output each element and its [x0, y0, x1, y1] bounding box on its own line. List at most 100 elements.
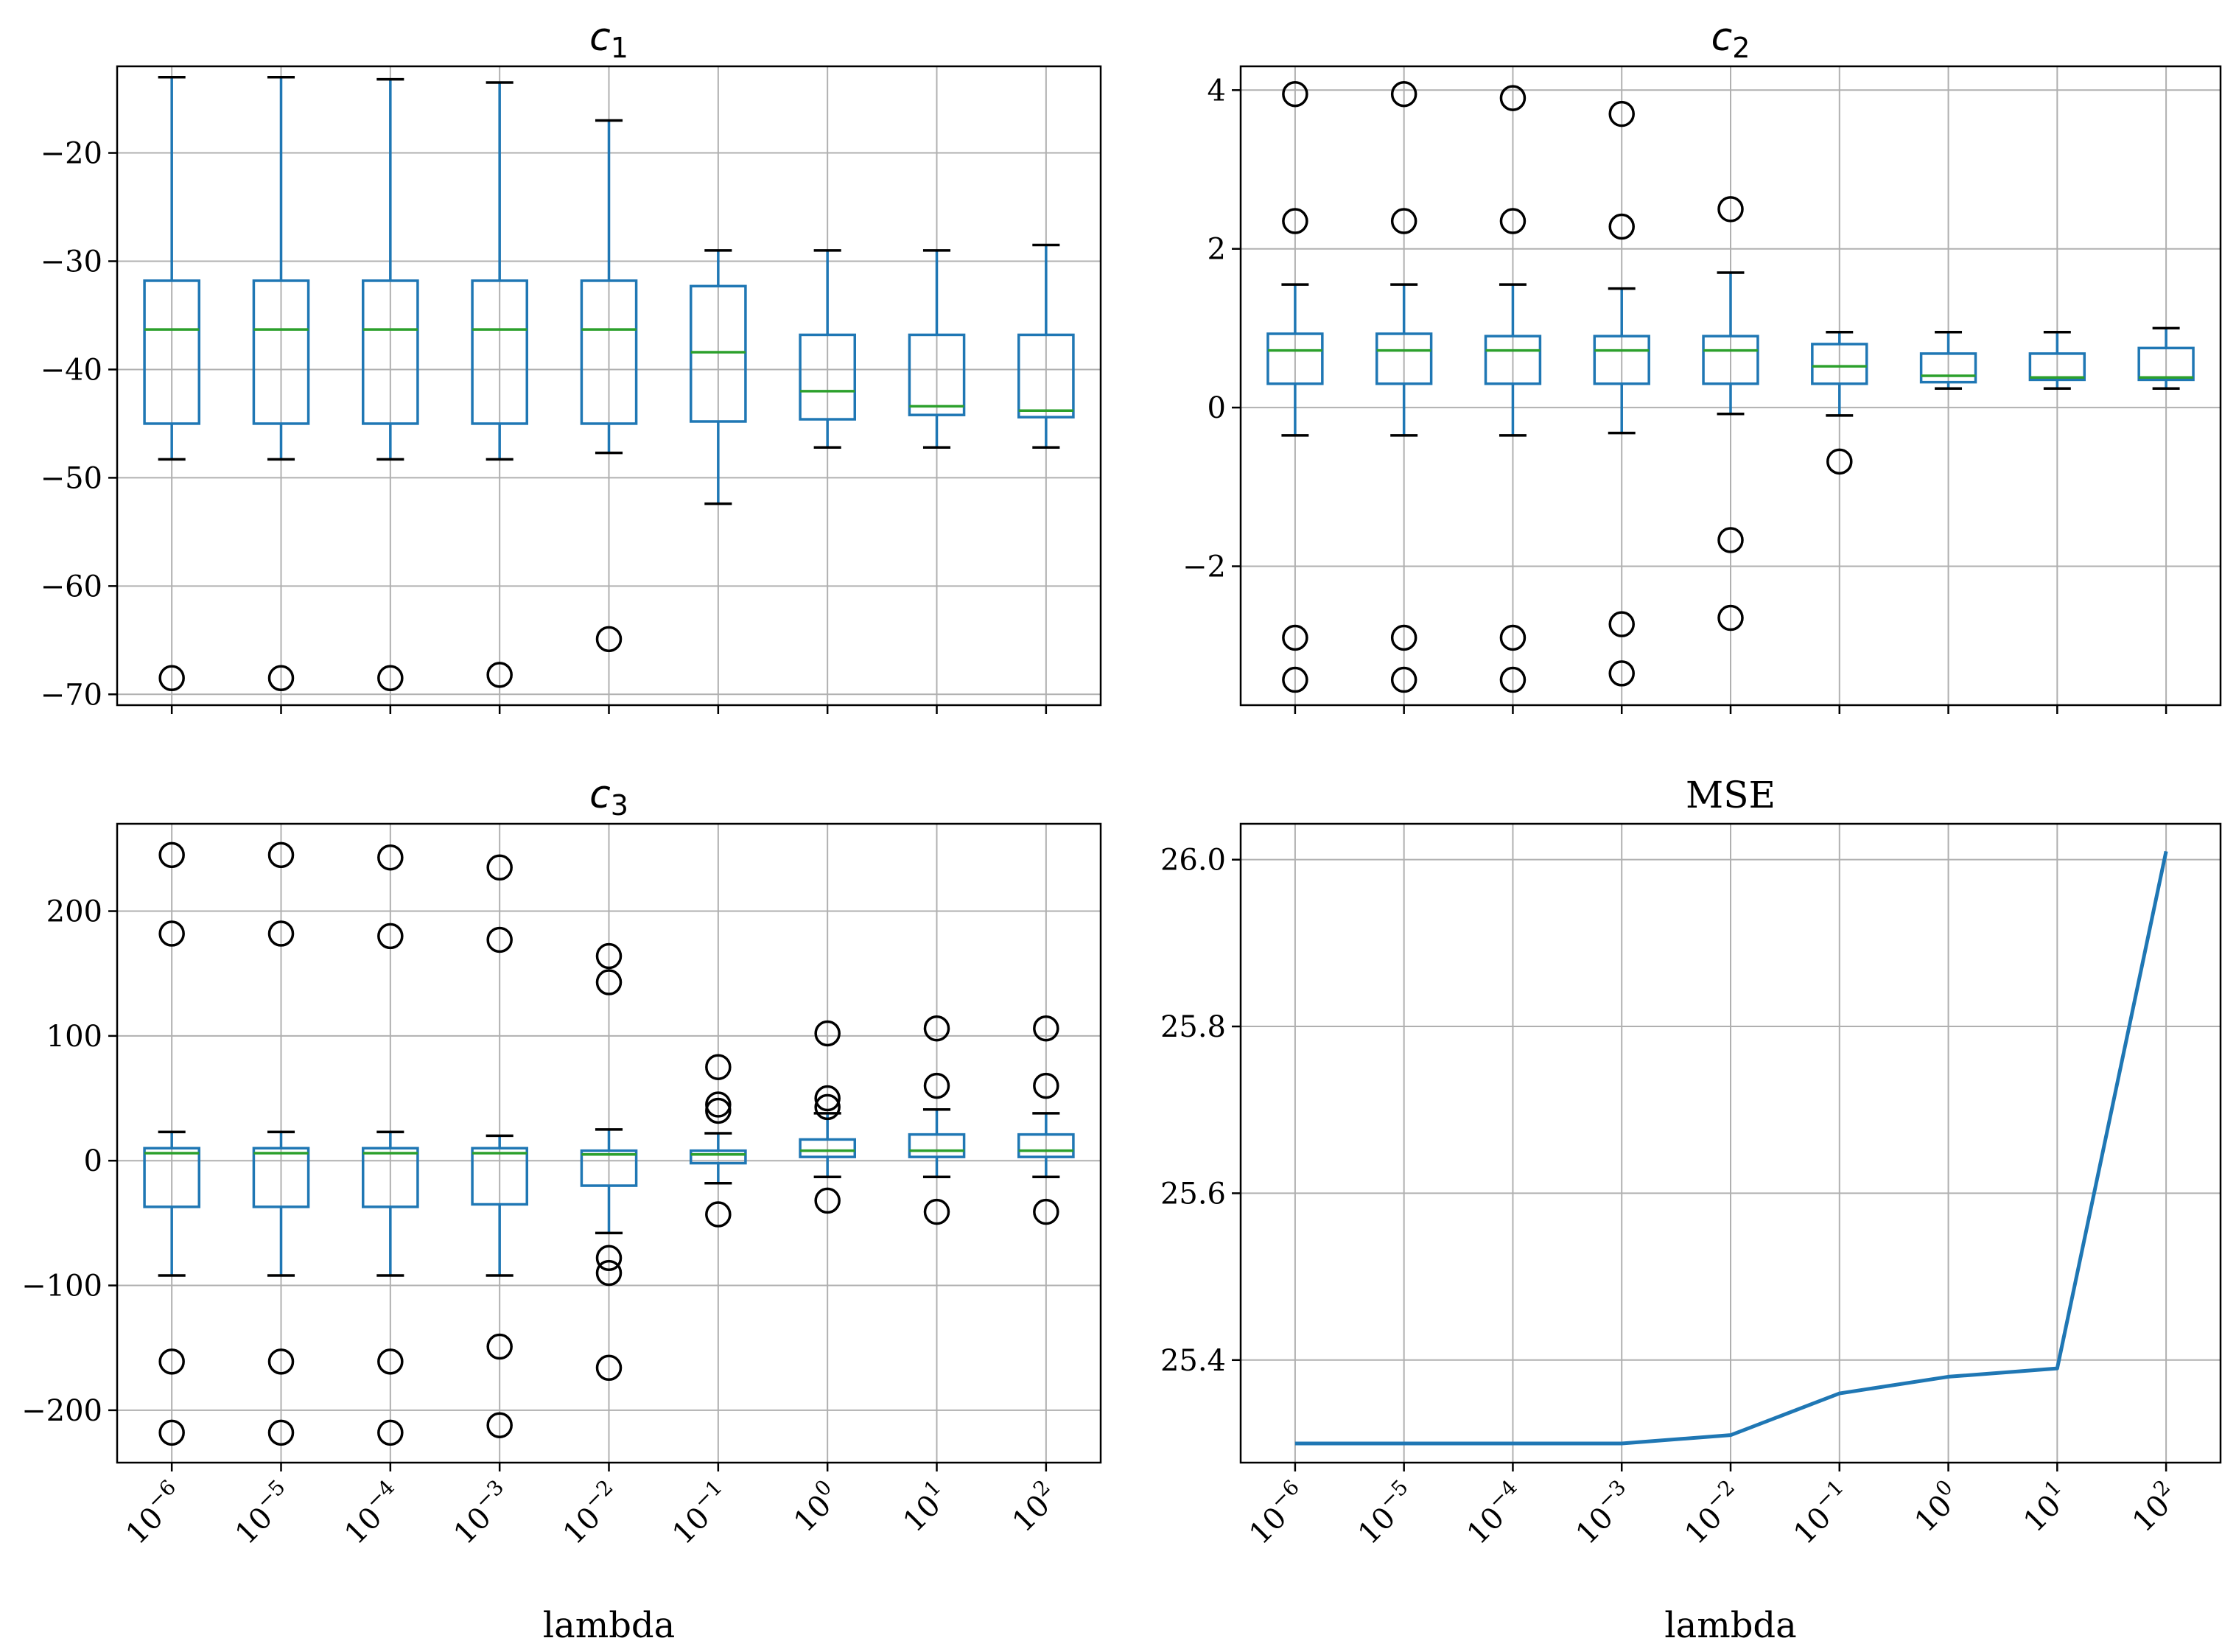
outlier-point [595, 1245, 623, 1272]
x-tick-label: 10−2 [553, 1475, 628, 1551]
iqr-box [908, 333, 966, 416]
x-tick-label: 100 [783, 1475, 847, 1539]
outlier-point [267, 1348, 295, 1375]
iqr-box [252, 279, 310, 425]
y-tick-label: 200 [46, 895, 102, 929]
outlier-point [705, 1091, 732, 1118]
y-tick-label: −50 [41, 461, 102, 495]
outlier-point [158, 1419, 185, 1446]
box-10^-2 [1702, 196, 1759, 631]
outlier-point [377, 665, 404, 692]
box-10^2 [1017, 243, 1075, 449]
outlier-point [486, 926, 513, 953]
iqr-box [580, 1149, 638, 1187]
outlier-point [377, 923, 404, 950]
outlier-point [814, 1187, 841, 1214]
y-tick-label: 2 [1208, 233, 1226, 267]
box-10^-3 [1593, 100, 1650, 687]
chart-title: c1 [589, 15, 628, 64]
box-10^-5 [252, 75, 310, 692]
outlier-point [486, 1333, 513, 1360]
iqr-box [580, 279, 638, 425]
outlier-point [705, 1054, 732, 1080]
mse-line [1294, 850, 2168, 1446]
iqr-box [1017, 333, 1075, 419]
box-10^-4 [1484, 85, 1542, 693]
outlier-point [377, 1348, 404, 1375]
outlier-point [1608, 100, 1635, 127]
outlier-point [1282, 80, 1308, 108]
y-tick-label: 0 [84, 1144, 102, 1178]
axes-frame [116, 65, 1102, 707]
y-tick-label: 25.6 [1160, 1177, 1226, 1211]
outlier-point [1499, 208, 1527, 234]
box-10^1 [908, 249, 966, 449]
x-tick-label: 10−3 [444, 1475, 519, 1551]
x-tick-label: 101 [2013, 1475, 2077, 1539]
iqr-box [1017, 1133, 1075, 1158]
outlier-point [1033, 1015, 1059, 1042]
outlier-point [158, 665, 185, 692]
iqr-box [690, 284, 747, 423]
outlier-point [923, 1015, 950, 1042]
iqr-box [1266, 332, 1324, 385]
x-tick-label: 10−1 [662, 1475, 737, 1551]
y-tick-label: −60 [41, 570, 102, 603]
x-axis-label: lambda [543, 1605, 676, 1646]
box-10^-5 [252, 841, 310, 1446]
iqr-box [1702, 335, 1759, 385]
y-tick-label: −100 [21, 1270, 102, 1303]
outlier-point [1499, 624, 1527, 651]
outlier-point [158, 1348, 185, 1375]
outlier-point [1282, 624, 1308, 651]
x-axis-label: lambda [1664, 1605, 1797, 1646]
panel-1: −70 −60 −50 −40 −30 −20 c1 [41, 15, 1102, 714]
outlier-point [1499, 85, 1527, 111]
x-tick-label: 10−4 [334, 1475, 410, 1551]
x-tick-label: 10−1 [1783, 1475, 1859, 1551]
iqr-box [143, 279, 200, 425]
outlier-point [1390, 624, 1417, 651]
x-tick-label: 10−4 [1457, 1475, 1532, 1551]
iqr-box [1919, 352, 1977, 384]
outlier-point [1717, 604, 1744, 631]
outlier-point [1390, 80, 1417, 108]
outlier-point [705, 1201, 732, 1228]
iqr-box [1811, 343, 1868, 385]
box-10^-6 [143, 841, 200, 1446]
y-tick-label: −40 [41, 353, 102, 387]
x-tick-label: 10−3 [1566, 1475, 1641, 1551]
outlier-point [814, 1093, 841, 1121]
outlier-point [486, 854, 513, 881]
chart-title: c3 [589, 773, 628, 822]
outlier-point [377, 1419, 404, 1446]
iqr-box [1375, 332, 1433, 385]
outlier-point [595, 1259, 623, 1287]
box-10^-1 [690, 249, 747, 505]
box-10^-1 [690, 1054, 747, 1228]
outlier-point [1826, 448, 1853, 475]
y-tick-label: −200 [21, 1394, 102, 1428]
axes-frame [116, 822, 1102, 1464]
outlier-point [267, 920, 295, 947]
y-tick-label: 100 [46, 1020, 102, 1054]
box-10^2 [1017, 1015, 1075, 1225]
outlier-point [1499, 666, 1527, 693]
y-tick-label: −2 [1182, 550, 1226, 584]
iqr-box [471, 1147, 528, 1206]
box-10^-3 [471, 854, 528, 1438]
box-10^-4 [362, 77, 419, 692]
x-tick-label: 10−6 [1238, 1475, 1314, 1551]
y-tick-label: 4 [1208, 74, 1226, 108]
outlier-point [595, 626, 623, 653]
box-10^0 [799, 249, 857, 449]
iqr-box [2137, 346, 2195, 382]
x-tick-label: 10−5 [225, 1475, 301, 1551]
y-tick-label: −70 [41, 678, 102, 712]
iqr-box [252, 1147, 310, 1208]
box-10^-2 [580, 119, 638, 653]
outlier-point [267, 665, 295, 692]
y-tick-label: 26.0 [1160, 844, 1226, 878]
iqr-box [143, 1147, 200, 1208]
outlier-point [1390, 208, 1417, 234]
